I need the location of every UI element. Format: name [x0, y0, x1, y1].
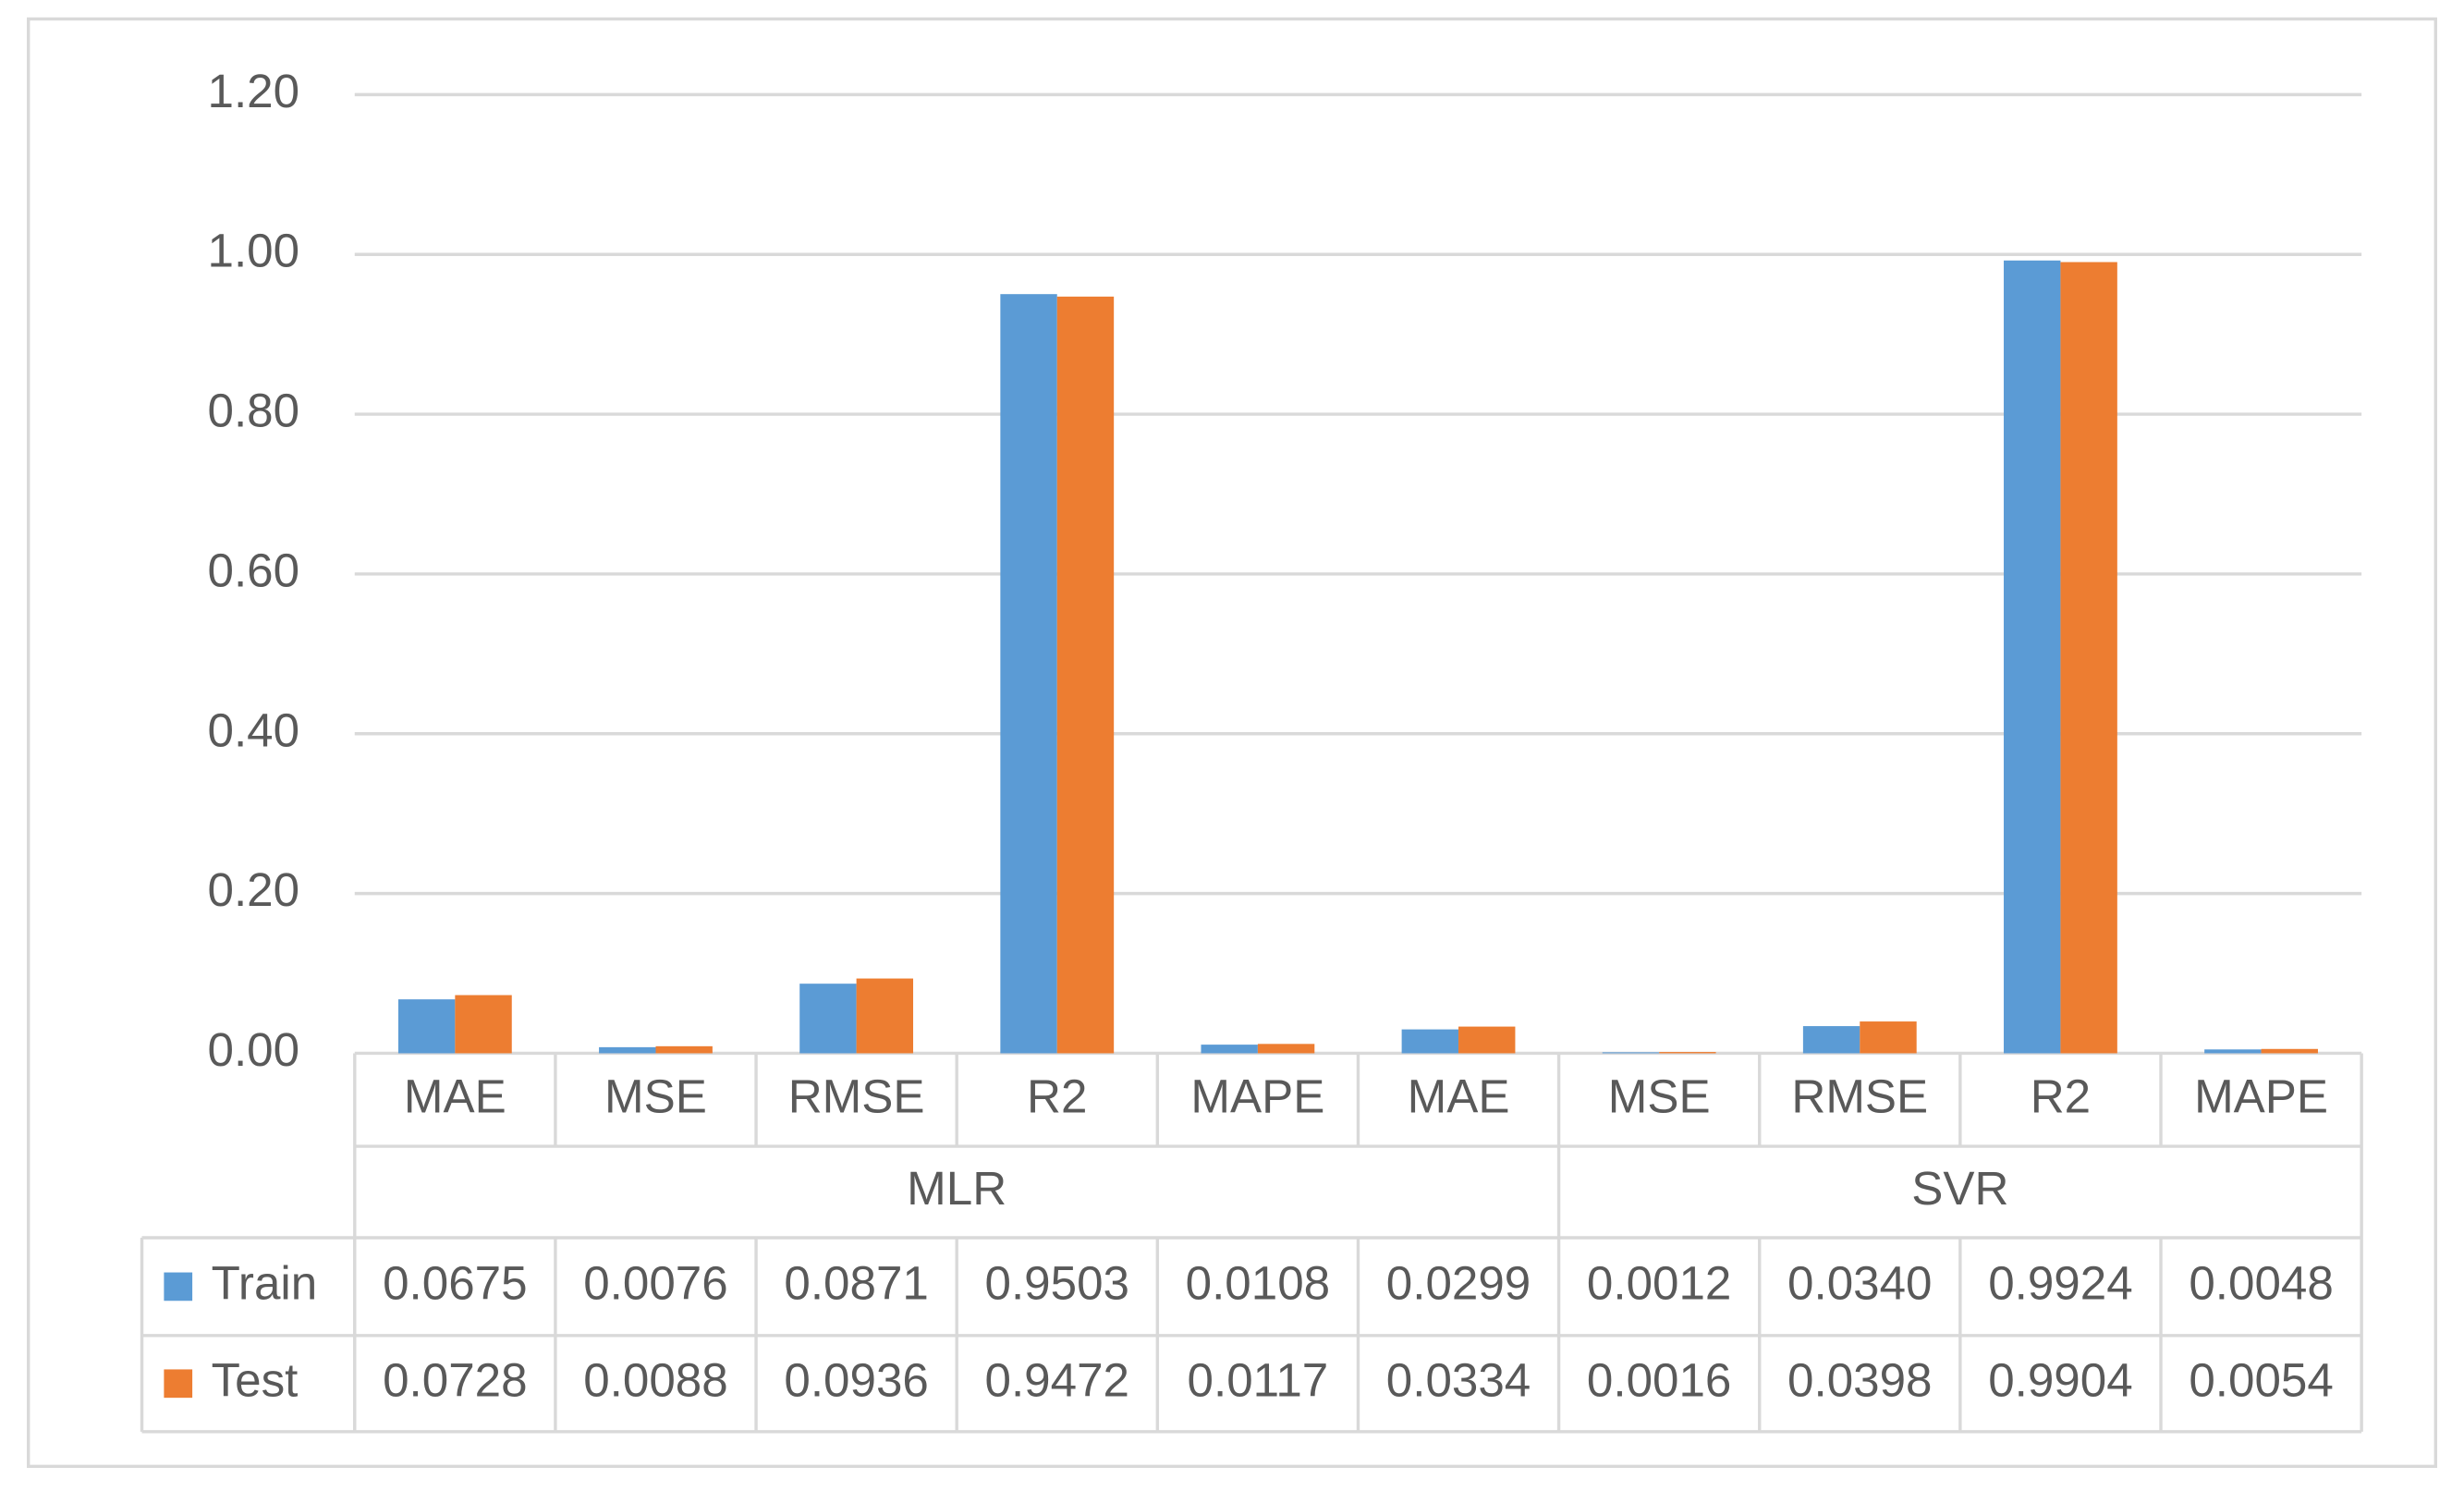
bar: [1000, 294, 1057, 1054]
table-cell: 0.0398: [1787, 1353, 1932, 1406]
table-cell: 0.0334: [1386, 1353, 1531, 1406]
bar: [799, 984, 857, 1054]
bar: [1659, 1052, 1716, 1054]
bar: [1458, 1026, 1516, 1054]
y-tick-label: 0.40: [208, 703, 300, 756]
table-cell: 0.0054: [2189, 1353, 2333, 1406]
table-cell: 0.0936: [784, 1353, 928, 1406]
bar: [1257, 1044, 1315, 1054]
table-cell: 0.0048: [2189, 1256, 2333, 1309]
table-cell: 0.0299: [1386, 1256, 1531, 1309]
x-tick-label: R2: [2031, 1069, 2091, 1122]
bar: [655, 1045, 713, 1054]
bar: [856, 978, 914, 1054]
table-cell: 0.0871: [784, 1256, 928, 1309]
bar: [397, 999, 456, 1054]
bar: [1602, 1052, 1660, 1054]
table-cell: 0.0076: [583, 1256, 727, 1309]
table-cell: 0.9472: [985, 1353, 1129, 1406]
x-tick-label: MAE: [1408, 1069, 1510, 1122]
bar: [1802, 1026, 1860, 1054]
legend-label: Test: [212, 1353, 299, 1406]
x-tick-label: MAE: [404, 1069, 506, 1122]
table-cell: 0.0012: [1587, 1256, 1731, 1309]
y-tick-label: 0.80: [208, 385, 300, 437]
bar: [2004, 260, 2061, 1054]
bar: [1056, 296, 1115, 1054]
y-tick-label: 0.60: [208, 544, 300, 596]
x-tick-label: RMSE: [1791, 1069, 1928, 1122]
table-cell: 0.9924: [1988, 1256, 2132, 1309]
table-cell: 0.9904: [1988, 1353, 2132, 1406]
bar: [1860, 1021, 1917, 1054]
group-label: MLR: [907, 1162, 1006, 1215]
bar: [2204, 1049, 2262, 1054]
bar: [599, 1046, 656, 1054]
bar: [1201, 1045, 1258, 1054]
x-tick-label: MAPE: [1190, 1069, 1324, 1122]
table-cell: 0.0675: [383, 1256, 527, 1309]
bar: [1401, 1029, 1459, 1054]
bar: [2261, 1048, 2318, 1054]
legend-swatch: [164, 1369, 193, 1399]
x-tick-label: MAPE: [2194, 1069, 2328, 1122]
y-tick-label: 1.20: [208, 65, 300, 117]
legend-label: Train: [212, 1256, 318, 1309]
table-cell: 0.0728: [383, 1353, 527, 1406]
y-tick-label: 1.00: [208, 225, 300, 277]
bar: [455, 995, 512, 1054]
x-tick-label: R2: [1027, 1069, 1087, 1122]
x-tick-label: MSE: [1608, 1069, 1711, 1122]
y-tick-label: 0.20: [208, 863, 300, 916]
x-tick-label: RMSE: [788, 1069, 925, 1122]
table-cell: 0.0340: [1787, 1256, 1932, 1309]
bar: [2060, 262, 2117, 1054]
x-tick-label: MSE: [604, 1069, 707, 1122]
group-label: SVR: [1911, 1162, 2008, 1215]
legend-swatch: [164, 1272, 193, 1302]
table-cell: 0.0108: [1186, 1256, 1330, 1309]
table-cell: 0.0117: [1188, 1353, 1329, 1406]
y-tick-label: 0.00: [208, 1023, 300, 1076]
table-cell: 0.9503: [985, 1256, 1129, 1309]
table-cell: 0.0016: [1587, 1353, 1731, 1406]
table-cell: 0.0088: [583, 1353, 727, 1406]
